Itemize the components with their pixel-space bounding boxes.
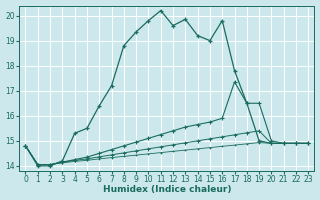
X-axis label: Humidex (Indice chaleur): Humidex (Indice chaleur) bbox=[103, 185, 231, 194]
